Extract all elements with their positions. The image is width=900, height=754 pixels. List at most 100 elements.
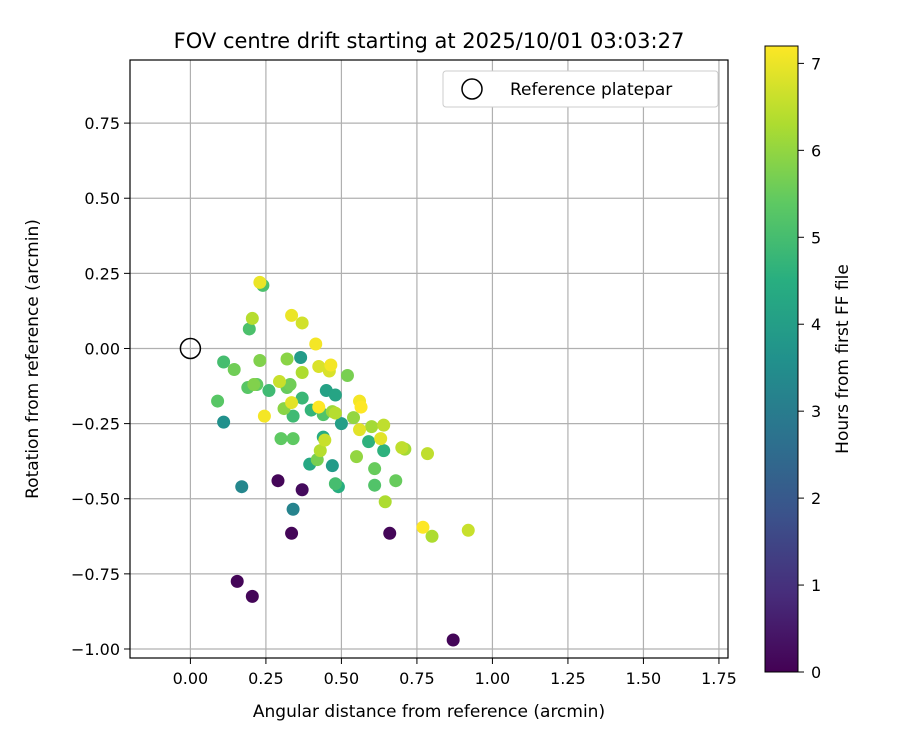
plot-frame: [129, 59, 729, 659]
data-point: [217, 415, 231, 429]
data-point: [245, 311, 259, 325]
legend-label: Reference platepar: [510, 80, 672, 100]
colorbar-tick-label: 5: [811, 228, 821, 247]
data-point: [245, 589, 259, 603]
data-point: [420, 447, 434, 461]
chart-title: FOV centre drift starting at 2025/10/01 …: [174, 29, 685, 53]
data-point: [286, 502, 300, 516]
grid-lines: [130, 60, 728, 658]
colorbar-tick-label: 3: [811, 402, 821, 421]
data-point: [283, 378, 297, 392]
y-tick-label: 0.50: [84, 189, 120, 208]
colorbar-ticks: 0 1 2 3 4 5 6 7: [798, 54, 821, 682]
data-point: [309, 337, 323, 351]
legend: Reference platepar: [442, 70, 719, 108]
colorbar: 0 1 2 3 4 5 6 7 Hours from first FF file: [764, 45, 853, 682]
data-point: [368, 478, 382, 492]
data-point: [328, 406, 342, 420]
colorbar-tick-label: 0: [811, 663, 821, 682]
data-point: [294, 350, 308, 364]
data-point: [242, 322, 256, 336]
x-tick-label: 0.00: [173, 669, 209, 688]
data-point: [312, 400, 326, 414]
data-point: [312, 360, 326, 374]
data-point: [295, 391, 309, 405]
data-point: [295, 483, 309, 497]
colorbar-gradient: [764, 45, 799, 673]
y-tick-label: 0.00: [84, 339, 120, 358]
data-point: [285, 526, 299, 540]
data-point: [285, 396, 299, 410]
data-point: [395, 441, 409, 455]
data-point: [340, 369, 354, 383]
colorbar-tick-label: 2: [811, 489, 821, 508]
x-tick-label: 0.25: [248, 669, 284, 688]
data-point: [273, 375, 286, 389]
data-point: [328, 477, 342, 491]
data-point: [285, 308, 299, 322]
x-tick-label: 1.75: [701, 669, 737, 688]
data-point: [362, 435, 376, 449]
data-point: [377, 418, 391, 432]
data-point: [374, 432, 388, 446]
data-point: [325, 459, 339, 473]
data-point: [253, 354, 267, 368]
x-tick-label: 1.25: [550, 669, 586, 688]
y-axis-ticks: 0.75 0.50 0.25 0.00 −0.25 −0.50 −0.75 −1.00: [71, 114, 130, 659]
data-point: [211, 394, 225, 408]
y-tick-label: 0.75: [84, 114, 120, 133]
reference-platepar-marker: [179, 337, 202, 360]
y-tick-label: −1.00: [71, 640, 120, 659]
data-point: [461, 523, 475, 537]
colorbar-tick-label: 7: [811, 54, 821, 73]
data-point: [353, 423, 367, 437]
data-point: [389, 474, 403, 488]
y-tick-label: −0.75: [71, 565, 120, 584]
data-point: [446, 633, 460, 647]
data-point: [257, 409, 271, 423]
data-point: [368, 462, 382, 476]
colorbar-tick-label: 4: [811, 315, 821, 334]
data-point: [235, 480, 249, 494]
colorbar-tick-label: 1: [811, 576, 821, 595]
data-point: [286, 432, 300, 446]
x-axis-label: Angular distance from reference (arcmin): [253, 702, 605, 722]
data-point: [318, 433, 332, 447]
data-point: [253, 275, 267, 289]
legend-box: [442, 70, 719, 108]
data-point: [350, 450, 364, 464]
data-point: [274, 432, 288, 446]
data-point: [354, 400, 368, 414]
x-axis-ticks: 0.00 0.25 0.50 0.75 1.00 1.25 1.50 1.75: [173, 658, 737, 688]
data-point: [262, 384, 276, 398]
data-point: [295, 316, 309, 330]
data-point: [377, 444, 391, 458]
data-point: [324, 358, 338, 372]
data-point: [346, 411, 360, 425]
data-point: [425, 529, 439, 543]
data-point: [227, 363, 241, 377]
data-point: [416, 520, 430, 534]
y-tick-label: −0.25: [71, 415, 120, 434]
data-point: [286, 409, 300, 423]
x-tick-label: 0.75: [399, 669, 435, 688]
x-tick-label: 1.00: [475, 669, 511, 688]
data-point: [328, 388, 342, 402]
data-point: [271, 474, 285, 488]
data-point: [365, 420, 379, 434]
legend-open-circle-icon: [461, 78, 483, 100]
y-tick-label: −0.50: [71, 490, 120, 509]
y-axis-label: Rotation from reference (arcmin): [23, 219, 43, 499]
data-point: [247, 378, 261, 392]
data-point: [230, 574, 244, 588]
data-point: [295, 366, 309, 380]
data-point: [217, 355, 231, 369]
y-tick-label: 0.25: [84, 264, 120, 283]
data-point: [378, 495, 392, 509]
data-point: [383, 526, 397, 540]
x-tick-label: 0.50: [324, 669, 360, 688]
data-points: [211, 275, 475, 647]
data-point: [280, 352, 294, 366]
x-tick-label: 1.50: [626, 669, 662, 688]
